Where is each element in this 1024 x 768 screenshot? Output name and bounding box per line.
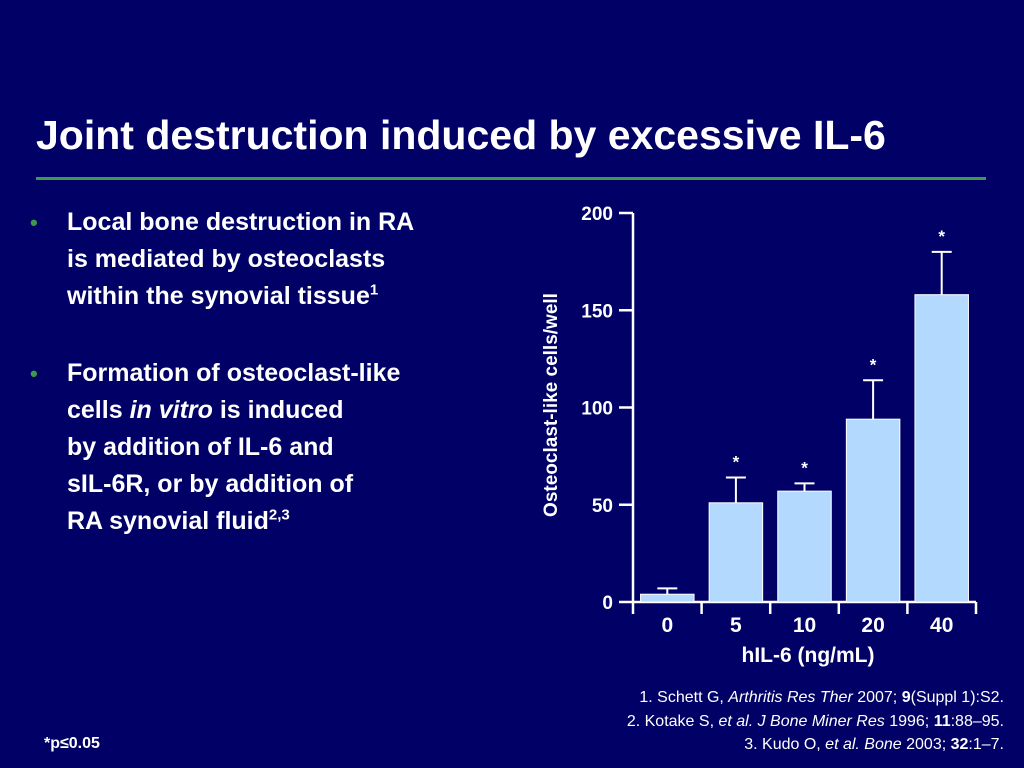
bar xyxy=(914,294,969,603)
bullet-2-line-2: cells in vitro is induced xyxy=(67,396,344,424)
bullet-dot-icon: • xyxy=(30,210,38,235)
bar-chart: 0 50 100 150 200 0 * 5 * 10 * 20 * 40 Osteoclast-lik… xyxy=(541,204,978,667)
bullet-1-line-1: Local bone destruction in RA xyxy=(67,208,415,236)
x-tick-label: 20 xyxy=(861,614,884,637)
x-tick-label: 10 xyxy=(793,614,816,637)
y-tick-label: 200 xyxy=(581,204,613,225)
bullet-2-line-1: Formation of osteoclast-like xyxy=(67,359,401,387)
title-divider xyxy=(36,177,986,180)
x-tick-label: 40 xyxy=(930,614,953,637)
bullet-1-line-2: is mediated by osteoclasts xyxy=(67,245,386,273)
reference-1: 1. Schett G, Arthritis Res Ther 2007; 9(… xyxy=(639,689,1004,706)
y-tick-label: 50 xyxy=(592,496,613,517)
x-tick-label: 0 xyxy=(661,614,673,637)
bullet-1-line-3: within the synovial tissue1 xyxy=(67,281,379,310)
reference-2: 2. Kotake S, et al. J Bone Miner Res 199… xyxy=(626,712,1004,730)
significance-marker: * xyxy=(801,458,808,477)
bullet-item-1: • Local bone destruction in RA is mediat… xyxy=(30,204,520,315)
significance-marker: * xyxy=(733,453,740,472)
bar xyxy=(640,593,695,603)
y-tick-label: 0 xyxy=(602,593,613,614)
reference-superscript: 1 xyxy=(369,281,379,299)
significance-marker: * xyxy=(870,355,877,374)
significance-marker: * xyxy=(938,227,945,246)
bullet-2-line-4: sIL-6R, or by addition of xyxy=(67,470,354,498)
bullet-list: • Local bone destruction in RA is mediat… xyxy=(30,204,520,580)
significance-footnote: *p≤0.05 xyxy=(44,735,100,752)
bullet-item-2: • Formation of osteoclast-like cells in … xyxy=(30,355,520,540)
y-tick-label: 150 xyxy=(581,301,613,322)
reference-3: 3. Kudo O, et al. Bone 2003; 32:1–7. xyxy=(744,736,1004,753)
bullet-dot-icon: • xyxy=(30,361,38,386)
bar xyxy=(708,502,764,603)
bullet-2-line-5: RA synovial fluid2,3 xyxy=(67,506,290,535)
reference-superscript: 2,3 xyxy=(268,506,290,524)
slide-title: Joint destruction induced by excessive I… xyxy=(36,112,886,158)
references: 1. Schett G, Arthritis Res Ther 2007; 9(… xyxy=(627,686,1004,757)
y-tick-label: 100 xyxy=(581,399,613,420)
y-axis-label: Osteoclast-like cells/well xyxy=(541,293,562,517)
bar xyxy=(845,418,901,603)
x-tick-label: 5 xyxy=(730,614,742,637)
x-axis-label: hIL-6 (ng/mL) xyxy=(742,644,875,667)
bar xyxy=(777,490,832,603)
bullet-2-line-3: by addition of IL-6 and xyxy=(67,433,334,461)
